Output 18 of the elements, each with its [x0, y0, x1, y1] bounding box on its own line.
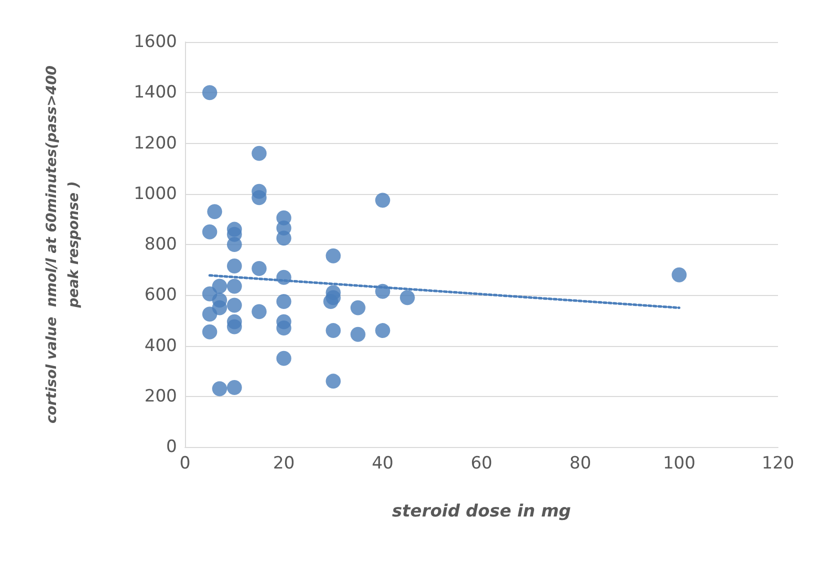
- x-axis-title: steroid dose in mg: [392, 502, 571, 522]
- x-tick-label: 80: [570, 454, 592, 474]
- y-tick-label: 1600: [134, 32, 177, 52]
- y-tick-label: 1400: [134, 82, 177, 103]
- x-tick-label: 100: [662, 454, 696, 474]
- x-tick-label: 60: [470, 454, 492, 474]
- x-tick-label: 0: [180, 454, 190, 474]
- y-tick-label: 0: [166, 437, 177, 457]
- x-tick-label: 20: [273, 454, 295, 474]
- y-tick-label: 600: [144, 285, 177, 306]
- y-tick-label: 1000: [134, 184, 177, 204]
- y-tick-label: 800: [144, 234, 177, 254]
- y-axis-title: cortisol value nmol/l at 60minutes(pass>400 peak response ): [44, 65, 82, 424]
- y-tick-label: 400: [144, 336, 177, 356]
- y-tick-label: 200: [144, 386, 177, 406]
- x-tick-label: 40: [372, 454, 394, 474]
- x-tick-label: 120: [762, 454, 794, 474]
- y-tick-label: 1200: [134, 133, 177, 154]
